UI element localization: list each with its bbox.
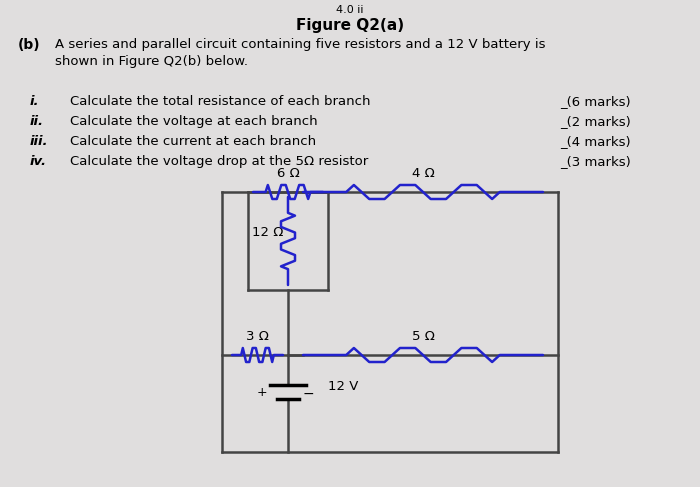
Text: Calculate the voltage at each branch: Calculate the voltage at each branch	[70, 115, 318, 128]
Text: _(6 marks): _(6 marks)	[560, 95, 631, 108]
Text: 3 Ω: 3 Ω	[246, 330, 269, 343]
Text: shown in Figure Q2(b) below.: shown in Figure Q2(b) below.	[55, 55, 248, 68]
Text: i.: i.	[30, 95, 39, 108]
Text: Calculate the voltage drop at the 5Ω resistor: Calculate the voltage drop at the 5Ω res…	[70, 155, 368, 168]
Text: 12 V: 12 V	[328, 380, 358, 393]
Text: _(2 marks): _(2 marks)	[560, 115, 631, 128]
Text: +: +	[257, 386, 267, 398]
Text: −: −	[302, 387, 314, 401]
Text: 6 Ω: 6 Ω	[276, 167, 300, 180]
Text: A series and parallel circuit containing five resistors and a 12 V battery is: A series and parallel circuit containing…	[55, 38, 545, 51]
Text: Figure Q2(a): Figure Q2(a)	[296, 18, 404, 33]
Text: 5 Ω: 5 Ω	[412, 330, 435, 343]
Text: iii.: iii.	[30, 135, 48, 148]
Text: Calculate the total resistance of each branch: Calculate the total resistance of each b…	[70, 95, 370, 108]
Text: 4.0 ii: 4.0 ii	[336, 5, 364, 15]
Text: ii.: ii.	[30, 115, 44, 128]
Text: _(3 marks): _(3 marks)	[560, 155, 631, 168]
Text: Calculate the current at each branch: Calculate the current at each branch	[70, 135, 316, 148]
Text: 4 Ω: 4 Ω	[412, 167, 435, 180]
Text: _(4 marks): _(4 marks)	[560, 135, 631, 148]
Text: 12 Ω: 12 Ω	[251, 226, 283, 240]
Text: (b): (b)	[18, 38, 41, 52]
Text: iv.: iv.	[30, 155, 47, 168]
